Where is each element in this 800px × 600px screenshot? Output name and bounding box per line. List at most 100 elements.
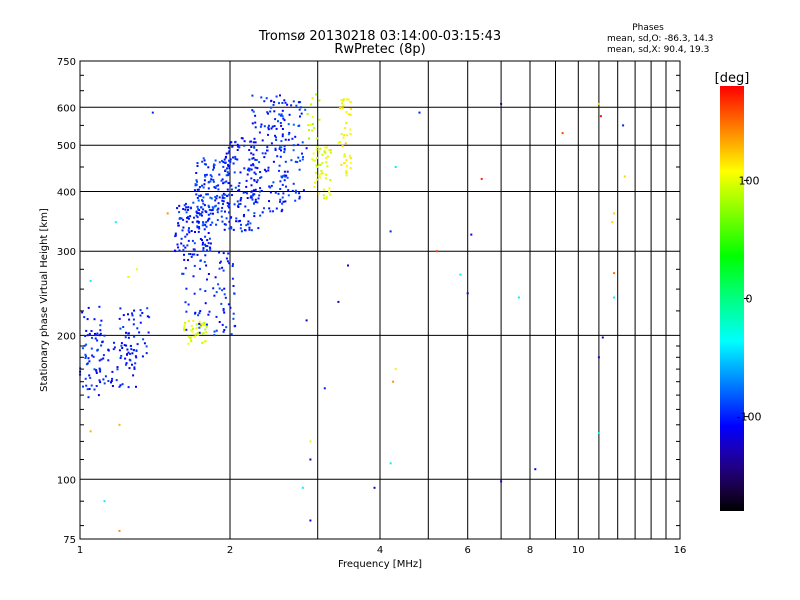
echo-point — [561, 132, 564, 135]
echo-point — [151, 111, 154, 114]
echo-point — [272, 181, 275, 184]
x-axis-label: Frequency [MHz] — [338, 559, 422, 570]
echo-point — [132, 349, 135, 351]
echo-point — [243, 167, 246, 170]
echo-point — [228, 227, 231, 230]
echo-point — [389, 230, 392, 233]
echo-point — [183, 324, 186, 327]
echo-point — [254, 141, 257, 144]
echo-point — [242, 191, 245, 194]
echo-point — [177, 222, 180, 225]
echo-point — [254, 200, 257, 203]
echo-point — [247, 167, 250, 170]
echo-point — [135, 349, 138, 352]
echo-point — [263, 100, 266, 103]
echo-point — [95, 370, 98, 373]
echo-point — [257, 197, 260, 200]
echo-point — [227, 252, 230, 255]
echo-point — [273, 101, 276, 104]
echo-point — [214, 204, 217, 207]
echo-point — [342, 107, 344, 110]
echo-point — [224, 223, 227, 226]
echo-point — [255, 149, 258, 152]
echo-point — [184, 267, 187, 270]
echo-point — [279, 122, 282, 124]
echo-point — [275, 127, 278, 130]
echo-point — [599, 115, 602, 118]
echo-point — [121, 347, 124, 349]
echo-point — [347, 98, 350, 101]
echo-point — [313, 127, 316, 129]
echo-point — [225, 152, 228, 155]
echo-point — [195, 327, 198, 330]
echo-point — [389, 462, 392, 465]
echo-point — [226, 188, 229, 191]
echo-point — [86, 334, 89, 337]
echo-point — [202, 247, 205, 250]
echo-point — [329, 193, 332, 196]
echo-point — [280, 124, 283, 127]
echo-point — [292, 123, 295, 126]
echo-point — [138, 331, 141, 334]
echo-point — [207, 313, 210, 316]
echo-point — [212, 168, 215, 171]
echo-point — [133, 309, 136, 312]
echo-point — [311, 97, 314, 100]
echo-point — [322, 194, 325, 197]
echo-point — [190, 324, 193, 327]
echo-point — [226, 204, 229, 207]
echo-point — [221, 206, 224, 209]
echo-point — [127, 386, 130, 389]
x-tick-label: 1 — [77, 545, 83, 556]
echo-point — [100, 358, 103, 361]
echo-point — [305, 319, 308, 322]
echo-point — [235, 217, 238, 220]
echo-point — [81, 347, 84, 350]
legend-line-x: mean, sd,X: 90.4, 19.3 — [607, 45, 709, 55]
echo-point — [268, 207, 271, 210]
echo-point — [230, 227, 233, 230]
echo-point — [228, 220, 231, 223]
echo-point — [269, 110, 272, 113]
echo-point — [373, 486, 376, 489]
echo-point — [191, 221, 194, 224]
echo-point — [181, 272, 184, 275]
echo-point — [323, 387, 326, 390]
echo-point — [236, 200, 239, 203]
echo-point — [258, 131, 261, 134]
echo-point — [222, 165, 225, 168]
echo-point — [227, 165, 230, 168]
y-axis-label: Stationary phase Virtual Height [km] — [39, 208, 50, 392]
y-tick-label: 75 — [63, 535, 76, 546]
echo-point — [278, 146, 281, 149]
echo-point — [252, 141, 255, 144]
echo-point — [317, 174, 320, 177]
echo-point — [238, 182, 241, 185]
echo-point — [312, 152, 315, 155]
echo-point — [188, 253, 190, 255]
echo-point — [259, 171, 262, 173]
echo-point — [231, 277, 234, 280]
echo-point — [204, 290, 207, 292]
echo-point — [196, 332, 199, 334]
echo-point — [280, 113, 283, 116]
echo-point — [101, 340, 104, 343]
echo-point — [181, 229, 184, 232]
echo-point — [91, 354, 94, 357]
echo-point — [202, 221, 204, 224]
echo-point — [281, 109, 284, 112]
echo-point — [252, 194, 255, 197]
echo-point — [225, 326, 228, 329]
echo-point — [222, 269, 225, 272]
echo-point — [342, 136, 345, 139]
echo-point — [345, 121, 348, 124]
echo-point — [246, 173, 249, 176]
echo-point — [129, 359, 132, 362]
echo-point — [203, 223, 206, 226]
echo-point — [187, 208, 189, 211]
echo-point — [207, 166, 210, 169]
echo-point — [480, 177, 483, 180]
echo-point — [129, 352, 132, 355]
echo-point — [298, 108, 301, 111]
echo-point — [182, 244, 185, 247]
